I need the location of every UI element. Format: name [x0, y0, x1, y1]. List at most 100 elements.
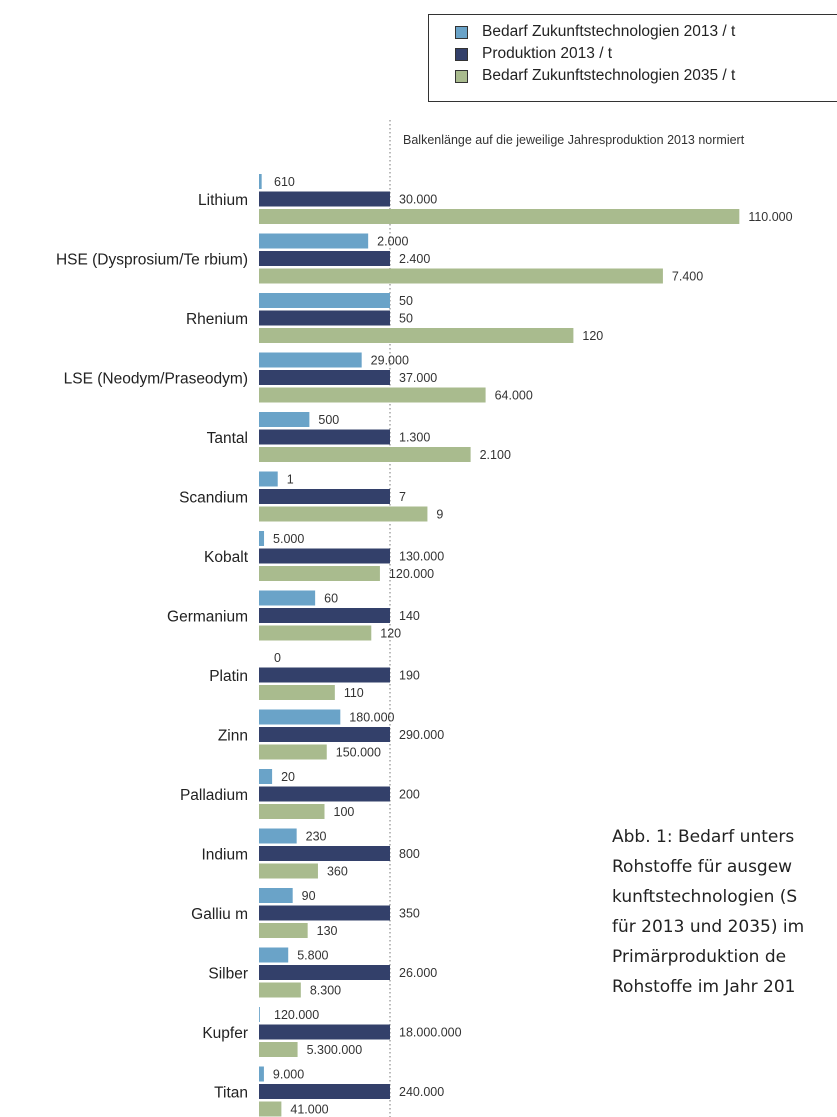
bar — [259, 667, 390, 683]
bar — [259, 727, 390, 742]
data-label: 5.800 — [297, 949, 328, 963]
data-label: 180.000 — [349, 711, 394, 725]
bar — [259, 804, 325, 819]
data-label: 5.300.000 — [307, 1043, 363, 1057]
legend-label-bedarf-2013: Bedarf Zukunftstechnologien 2013 / t — [482, 23, 736, 40]
data-label: 90 — [302, 889, 316, 903]
bar — [259, 947, 289, 963]
data-label: 9 — [436, 508, 443, 522]
bar — [259, 489, 390, 504]
data-label: 120.000 — [389, 567, 434, 581]
data-label: 130.000 — [399, 550, 444, 564]
bar — [259, 923, 308, 938]
reference-annotation: Balkenlänge auf die jeweilige Jahresprod… — [403, 133, 745, 147]
legend-label-produktion-2013: Produktion 2013 / t — [482, 45, 613, 62]
caption-line: kunftstechnologien (S — [612, 887, 798, 907]
data-label: 5.000 — [273, 532, 304, 546]
data-label: 140 — [399, 609, 420, 623]
data-label: 2.100 — [480, 448, 511, 462]
bar — [259, 685, 335, 700]
data-label: 29.000 — [371, 354, 409, 368]
data-label: 41.000 — [290, 1103, 328, 1117]
bar — [259, 471, 278, 487]
caption-line: Rohstoffe für ausgew — [612, 857, 793, 877]
category-label: Rhenium — [186, 311, 248, 328]
figure-caption: Abb. 1: Bedarf unters Rohstoffe für ausg… — [612, 822, 837, 1002]
bar — [259, 1084, 390, 1099]
category-label: Tantal — [207, 430, 248, 447]
category-label: Platin — [209, 668, 248, 685]
data-label: 8.300 — [310, 984, 341, 998]
bar — [259, 191, 390, 207]
bar — [259, 506, 428, 522]
bar — [259, 233, 369, 249]
bar — [259, 709, 341, 725]
bar — [259, 590, 316, 606]
bar — [259, 328, 574, 343]
data-label: 230 — [306, 830, 327, 844]
bar — [259, 608, 390, 623]
category-label: Scandium — [179, 490, 248, 507]
legend-swatch-bedarf-2035 — [455, 69, 468, 83]
category-label: LSE (Neodym/Praseodym) — [64, 371, 248, 388]
bar — [259, 370, 390, 385]
data-label: 150.000 — [336, 746, 381, 760]
bar — [259, 905, 390, 921]
data-label: 200 — [399, 788, 420, 802]
legend-label-bedarf-2035: Bedarf Zukunftstechnologien 2035 / t — [482, 67, 736, 84]
data-label: 7 — [399, 490, 406, 504]
legend-swatch-produktion-2013 — [455, 47, 468, 61]
data-label: 130 — [317, 924, 338, 938]
data-label: 0 — [274, 651, 281, 665]
bar — [259, 982, 301, 998]
bar — [259, 531, 265, 546]
data-label: 9.000 — [273, 1068, 304, 1082]
bar — [259, 846, 390, 861]
bar — [259, 965, 390, 980]
data-label: 26.000 — [399, 966, 437, 980]
bar — [259, 1024, 390, 1040]
bar — [259, 310, 390, 326]
category-label: Kobalt — [204, 549, 249, 566]
data-label: 60 — [324, 592, 338, 606]
legend-swatch-bedarf-2013 — [455, 25, 468, 39]
data-label: 120.000 — [274, 1008, 319, 1022]
bar — [259, 1042, 298, 1057]
data-label: 240.000 — [399, 1085, 444, 1099]
category-label: Titan — [214, 1085, 248, 1102]
category-label: HSE (Dysprosium/Te rbium) — [56, 252, 248, 269]
bar — [259, 863, 318, 879]
data-label: 2.000 — [377, 235, 408, 249]
bar — [259, 769, 273, 784]
data-label: 20 — [281, 770, 295, 784]
data-label: 190 — [399, 669, 420, 683]
data-label: 350 — [399, 907, 420, 921]
bar — [259, 251, 390, 266]
data-label: 18.000.000 — [399, 1026, 462, 1040]
caption-line: Rohstoffe im Jahr 201 — [612, 977, 796, 997]
bar — [259, 1007, 260, 1022]
data-label: 500 — [318, 413, 339, 427]
data-label: 100 — [334, 805, 355, 819]
category-label: Galliu m — [191, 906, 248, 923]
caption-line: Primärproduktion de — [612, 947, 787, 967]
bar — [259, 209, 740, 224]
data-label: 120 — [582, 329, 603, 343]
bar — [259, 744, 327, 760]
category-label: Zinn — [218, 728, 248, 745]
bar — [259, 293, 390, 308]
bar — [259, 548, 390, 564]
category-label: Lithium — [198, 192, 248, 209]
bar — [259, 412, 310, 427]
bar — [259, 625, 372, 641]
bar — [259, 888, 293, 903]
data-label: 64.000 — [495, 389, 533, 403]
category-label: Palladium — [180, 787, 248, 804]
bar — [259, 828, 297, 844]
caption-line: Abb. 1: Bedarf unters — [612, 827, 795, 847]
bar — [259, 429, 390, 445]
bar — [259, 447, 471, 462]
bar — [259, 387, 486, 403]
data-label: 2.400 — [399, 252, 430, 266]
